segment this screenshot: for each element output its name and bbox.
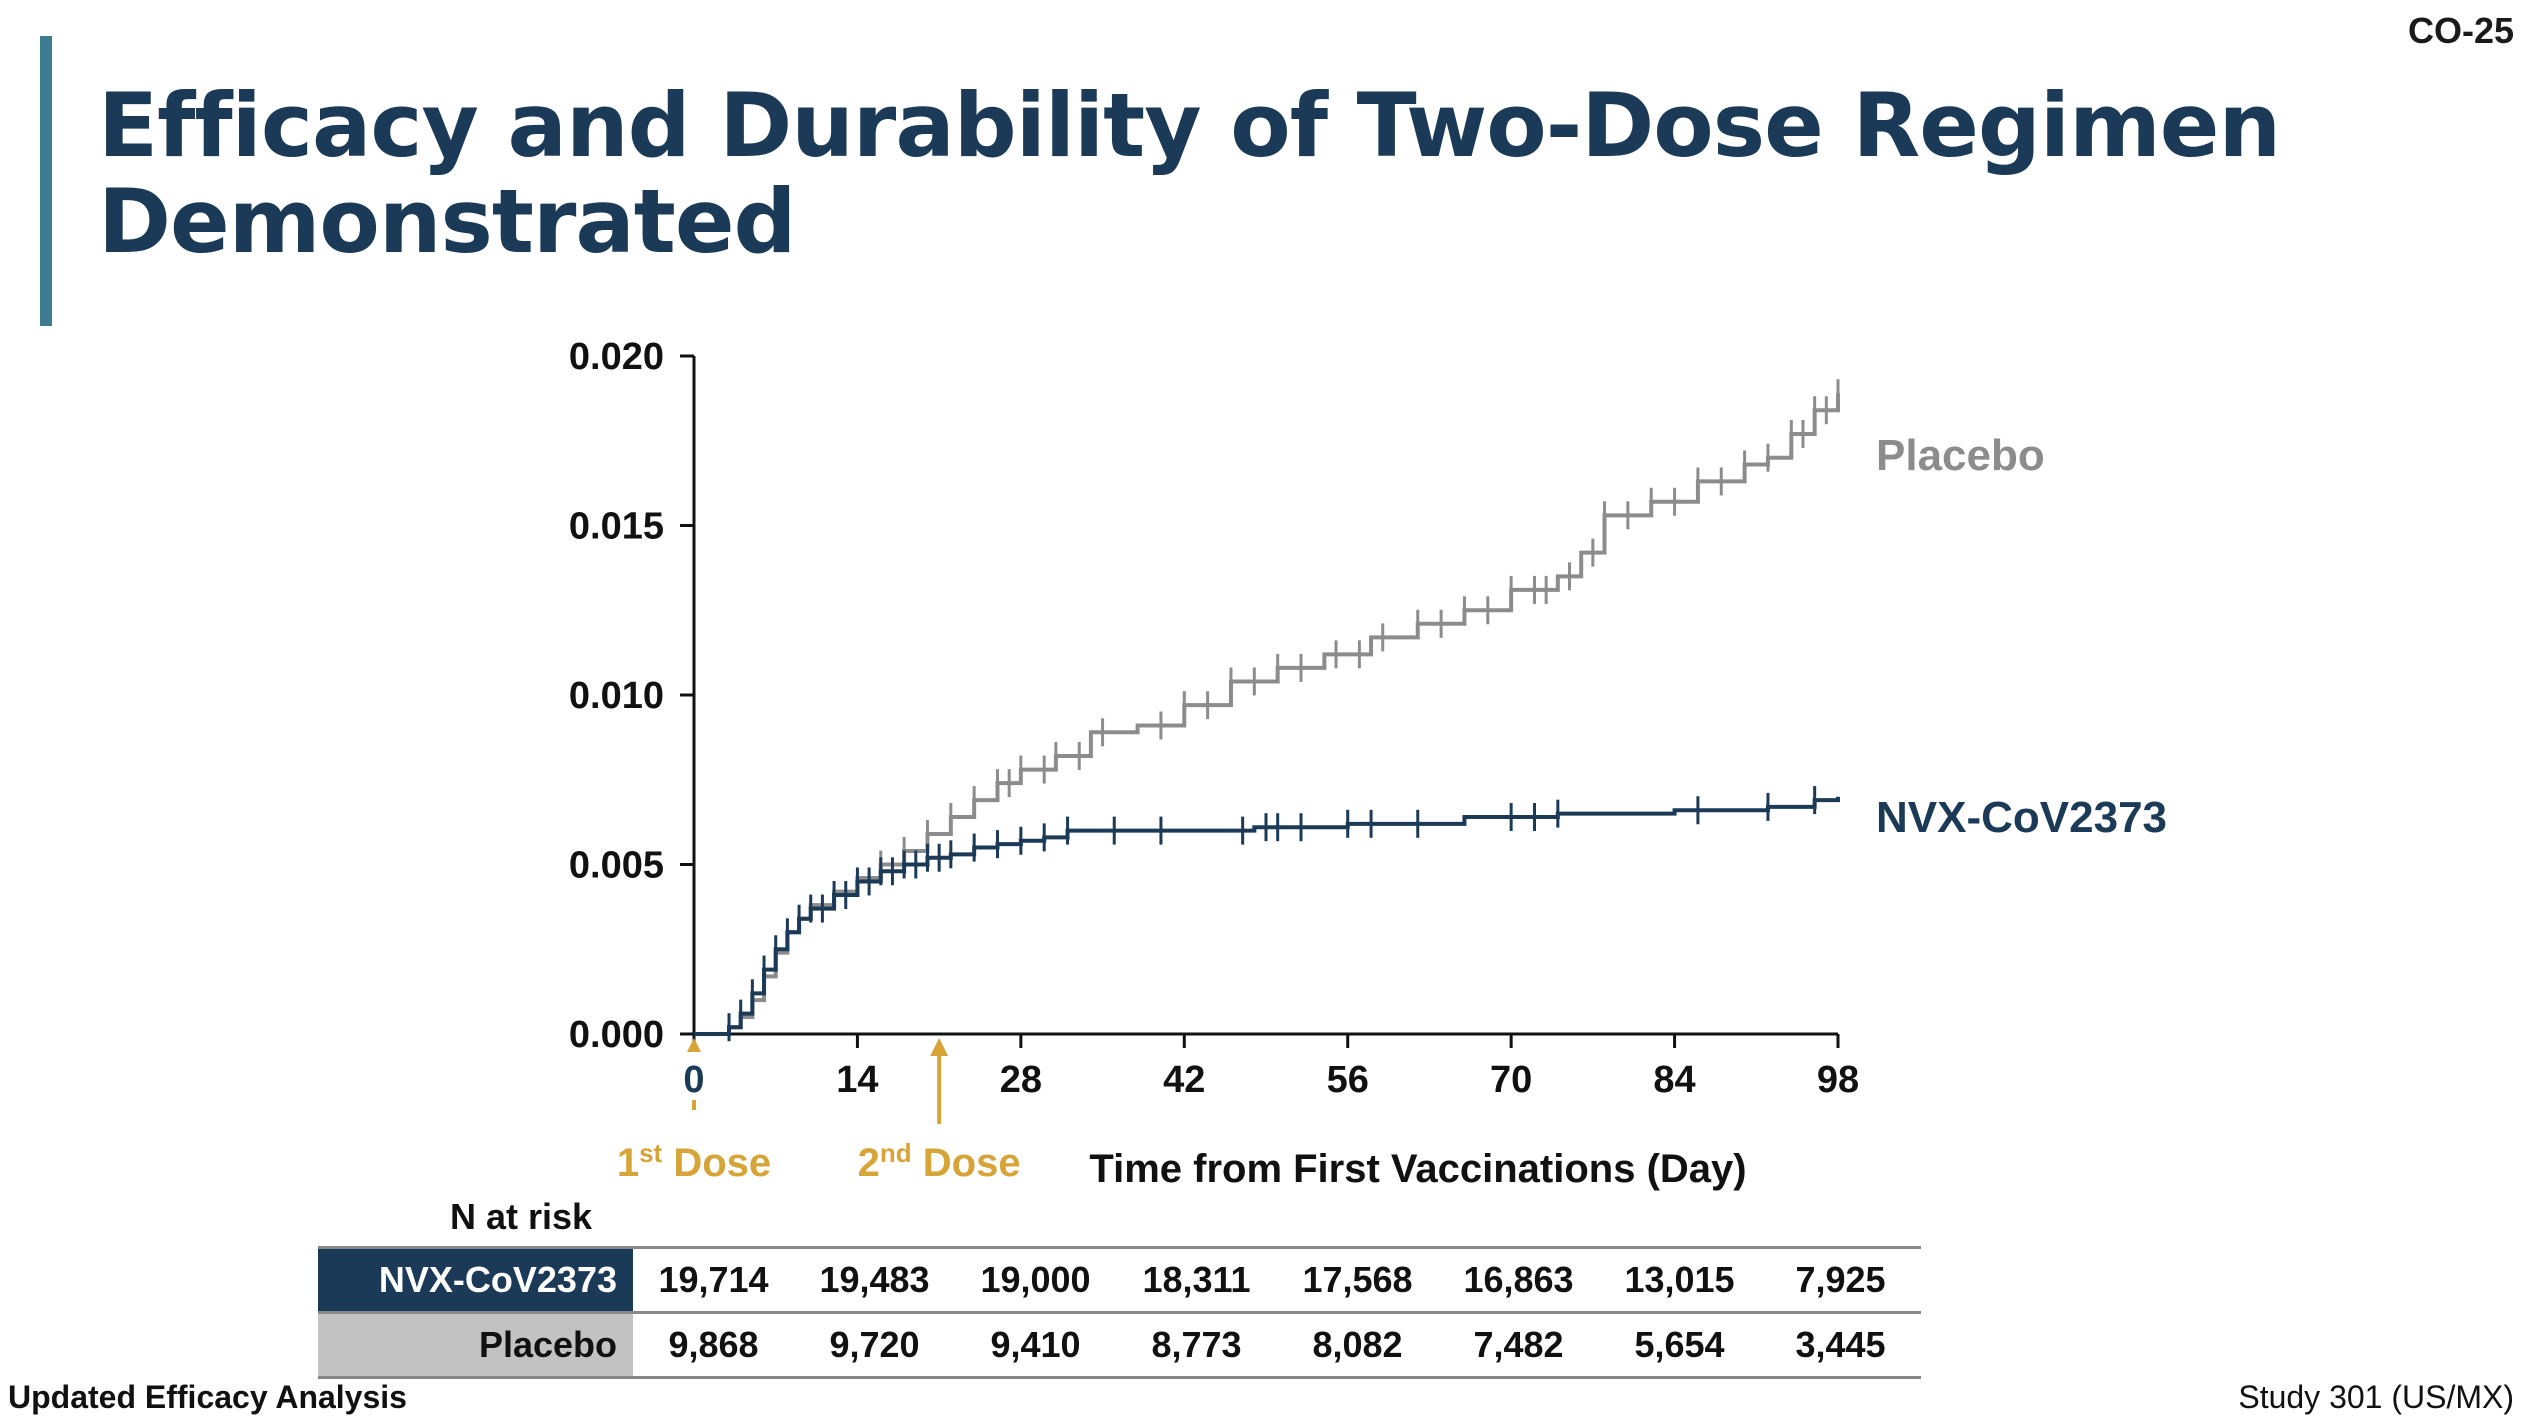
risk-cell: 7,482	[1438, 1312, 1599, 1379]
dose-label: 2nd Dose	[858, 1138, 1021, 1185]
y-tick-label: 0.010	[569, 675, 664, 717]
risk-cell: 13,015	[1599, 1246, 1760, 1314]
footer-note: Updated Efficacy Analysis	[8, 1379, 407, 1415]
x-axis-label: Time from First Vaccinations (Day)	[1089, 1147, 1746, 1191]
title-line-2: Demonstrated	[98, 170, 796, 273]
x-tick-label: 14	[836, 1059, 878, 1101]
risk-cell: 9,868	[633, 1312, 794, 1379]
label-layer: 0.000 0.005 0.010 0.015 0.020 0 14 28 42 56 70 84 98…	[569, 336, 2167, 1191]
title-accent-bar	[40, 36, 52, 326]
risk-table: NVX-CoV2373 19,714 19,483 19,000 18,311 …	[318, 1246, 1921, 1379]
study-label: Study 301 (US/MX)	[2238, 1379, 2514, 1415]
risk-cell: 8,773	[1116, 1312, 1277, 1379]
series-line-placebo	[694, 393, 1840, 1036]
y-tick-label: 0.000	[569, 1014, 664, 1056]
risk-cell: 7,925	[1760, 1246, 1921, 1314]
series-layer	[694, 379, 1840, 1042]
risk-cell: 5,654	[1599, 1312, 1760, 1379]
title-line-1: Efficacy and Durability of Two-Dose Regi…	[98, 74, 2281, 177]
cumulative-incidence-chart: 0.000 0.005 0.010 0.015 0.020 0 14 28 42 56 70 84 98…	[569, 336, 2167, 1191]
risk-row-label: Placebo	[318, 1312, 633, 1379]
risk-cell: 8,082	[1277, 1312, 1438, 1379]
y-tick-label: 0.015	[569, 506, 664, 548]
risk-cell: 18,311	[1116, 1246, 1277, 1314]
risk-cell: 9,410	[955, 1312, 1116, 1379]
risk-row-placebo: Placebo 9,868 9,720 9,410 8,773 8,082 7,…	[318, 1312, 1921, 1379]
dose-arrow-head	[930, 1038, 949, 1056]
risk-row-nvx: NVX-CoV2373 19,714 19,483 19,000 18,311 …	[318, 1246, 1921, 1314]
slide-number: CO-25	[2407, 10, 2514, 51]
x-tick-label: 98	[1817, 1059, 1859, 1101]
x-tick-label: 56	[1327, 1059, 1369, 1101]
x-tick-label: 0	[683, 1059, 704, 1101]
risk-cell: 9,720	[794, 1312, 955, 1379]
y-tick-label: 0.005	[569, 845, 664, 887]
risk-row-label: NVX-CoV2373	[318, 1246, 633, 1314]
series-label-nvx: NVX-CoV2373	[1876, 793, 2167, 842]
x-tick-label: 28	[1000, 1059, 1042, 1101]
dose-arrow-head	[687, 1038, 701, 1052]
series-label-placebo: Placebo	[1876, 431, 2045, 480]
y-tick-label: 0.020	[569, 336, 664, 378]
page-title: Efficacy and Durability of Two-Dose Regi…	[98, 78, 2281, 273]
risk-cell: 3,445	[1760, 1312, 1921, 1379]
risk-cell: 19,000	[955, 1246, 1116, 1314]
risk-cell: 16,863	[1438, 1246, 1599, 1314]
plot-grid	[680, 354, 1840, 1048]
risk-cell: 17,568	[1277, 1246, 1438, 1314]
risk-cell: 19,483	[794, 1246, 955, 1314]
risk-table-caption: N at risk	[450, 1196, 593, 1237]
x-tick-label: 42	[1163, 1059, 1205, 1101]
risk-cell: 19,714	[633, 1246, 794, 1314]
dose-label: 1st Dose	[617, 1138, 771, 1185]
x-tick-label: 84	[1653, 1059, 1695, 1101]
x-tick-label: 70	[1490, 1059, 1532, 1101]
